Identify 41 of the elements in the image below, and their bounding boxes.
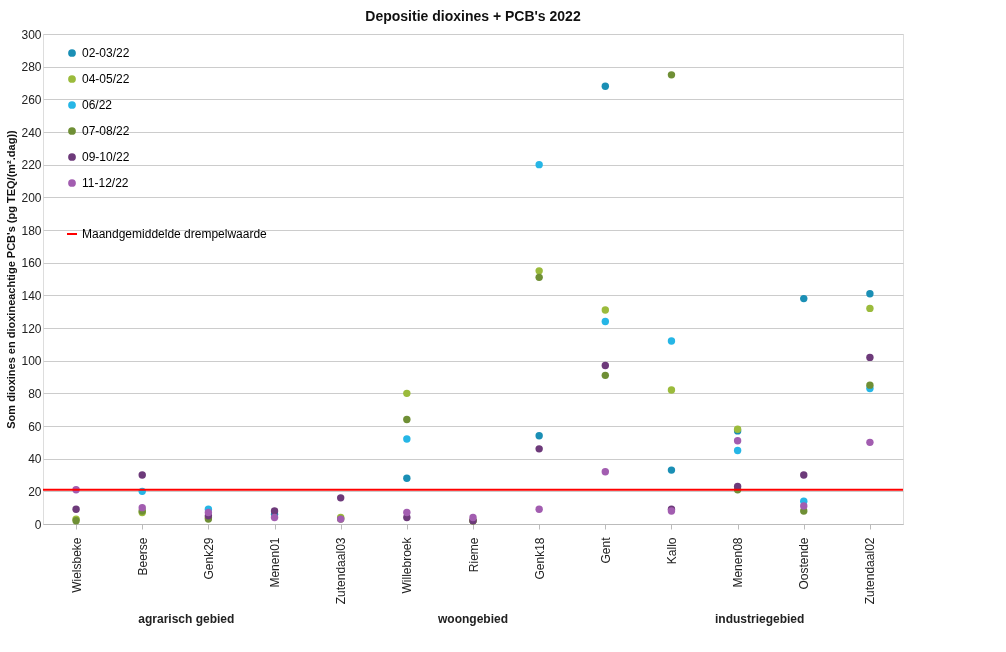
x-tick-label: Willebroek — [400, 536, 415, 594]
x-tick-label: Genk18 — [532, 537, 547, 580]
legend-label: 04-05/22 — [82, 72, 130, 86]
x-tick-label: Zutendaal03 — [334, 537, 349, 605]
legend-label: 02-03/22 — [82, 46, 130, 60]
y-tick-label: 80 — [28, 386, 42, 401]
x-tick-label: Rieme — [466, 537, 481, 573]
x-tick-label: Genk29 — [201, 537, 216, 580]
x-tick-label: Menen01 — [268, 537, 283, 588]
x-tick-label: Wielsbeke — [69, 537, 84, 593]
text: industriegebied — [714, 612, 805, 626]
x-tick-label: Beerse — [135, 537, 150, 576]
legend-label: Maandgemiddelde drempelwaarde — [82, 227, 268, 241]
legend-label: 07-08/22 — [82, 124, 130, 138]
y-tick-label: 60 — [28, 419, 42, 434]
y-tick-label: 100 — [21, 354, 42, 369]
y-tick-label: 200 — [21, 190, 42, 205]
x-tick-label: Kallo — [664, 537, 679, 565]
y-axis-title: Som dioxines en dioxineachtige PCB's (pg TEQ/(m².dag)) — [5, 129, 18, 429]
y-tick-label: 280 — [21, 60, 42, 75]
text: woongebied — [437, 612, 508, 626]
x-tick-label: Menen08 — [731, 537, 746, 588]
x-tick-label: Oostende — [797, 537, 812, 590]
y-tick-label: 160 — [21, 256, 42, 271]
legend-label: 11-12/22 — [82, 176, 129, 190]
y-tick-label: 300 — [21, 27, 42, 42]
legend-label: 06/22 — [82, 98, 113, 112]
y-tick-label: 120 — [21, 321, 42, 336]
legend-label: 09-10/22 — [82, 150, 130, 164]
x-tick-label: Zutendaal02 — [863, 537, 878, 605]
y-tick-label: 260 — [21, 92, 42, 107]
y-tick-label: 220 — [21, 158, 42, 173]
text: agrarisch gebied — [138, 612, 235, 626]
y-tick-label: 20 — [28, 484, 42, 499]
y-tick-label: 180 — [21, 223, 42, 238]
y-tick-label: 40 — [28, 452, 42, 467]
chart-title: Depositie dioxines + PCB's 2022 — [365, 8, 581, 24]
y-tick-label: 0 — [34, 517, 42, 532]
y-tick-label: 140 — [21, 288, 42, 303]
x-tick-label: Gent — [598, 536, 613, 564]
y-tick-label: 240 — [21, 125, 42, 140]
